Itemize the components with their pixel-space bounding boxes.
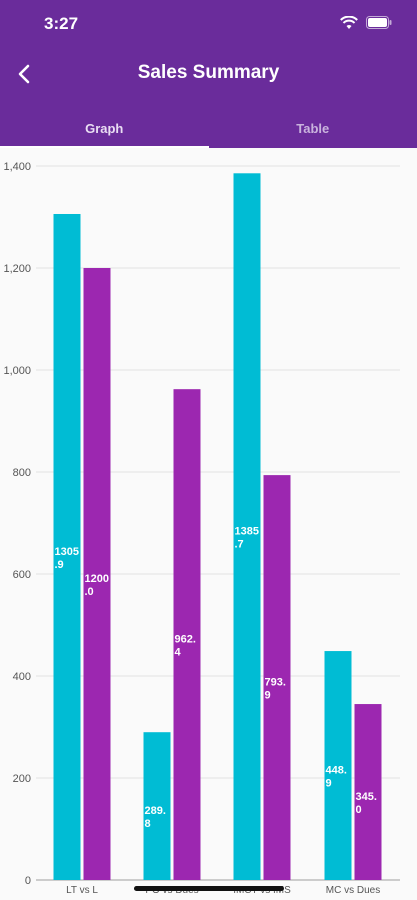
tab-table[interactable]: Table xyxy=(296,120,330,136)
bar xyxy=(53,213,81,881)
bar xyxy=(263,475,291,880)
bar-chart: 0 200 400 600 800 1,000 1,200 1,400 1305.91200.0… xyxy=(3,161,400,896)
y-tick-label: 800 xyxy=(13,467,31,479)
home-indicator xyxy=(134,886,284,891)
y-tick-label: 400 xyxy=(13,671,31,683)
status-time: 3:27 xyxy=(44,14,79,33)
y-tick-label: 600 xyxy=(13,569,31,581)
bar xyxy=(324,651,352,880)
bar xyxy=(83,268,111,880)
bar-data-label: 793. 9 xyxy=(265,677,286,702)
wifi-icon xyxy=(340,16,358,29)
bar-data-label: 448. 9 xyxy=(326,765,347,790)
page-title: Sales Summary xyxy=(137,62,280,83)
y-tick-label: 200 xyxy=(13,773,31,785)
chevron-left-icon xyxy=(18,64,30,84)
tab-bar: Graph Table xyxy=(0,108,417,148)
x-tick-label: LT vs L xyxy=(66,885,98,896)
x-tick-label: MC vs Dues xyxy=(326,885,380,896)
bar xyxy=(143,732,171,880)
app-bar: 3:27 Sales Summary Graph Table xyxy=(0,0,417,148)
bar-data-label: 1305.9 xyxy=(55,546,79,571)
battery-icon xyxy=(366,16,392,29)
bar-data-label: 345. 0 xyxy=(356,791,377,816)
tab-graph[interactable]: Graph xyxy=(0,108,209,148)
bar xyxy=(354,704,382,880)
bar-data-label: 1385.7 xyxy=(235,526,259,551)
y-tick-label: 1,000 xyxy=(3,365,31,377)
y-tick-label: 1,200 xyxy=(3,263,31,275)
bar-data-label: 962. 4 xyxy=(175,634,196,659)
back-button[interactable] xyxy=(8,58,40,90)
bar xyxy=(233,173,261,881)
bar xyxy=(173,389,201,880)
y-tick-label: 1,400 xyxy=(3,161,31,173)
bar-data-label: 289. 8 xyxy=(145,805,166,830)
bar-data-label: 1200.0 xyxy=(85,573,109,598)
y-tick-label: 0 xyxy=(25,875,31,887)
